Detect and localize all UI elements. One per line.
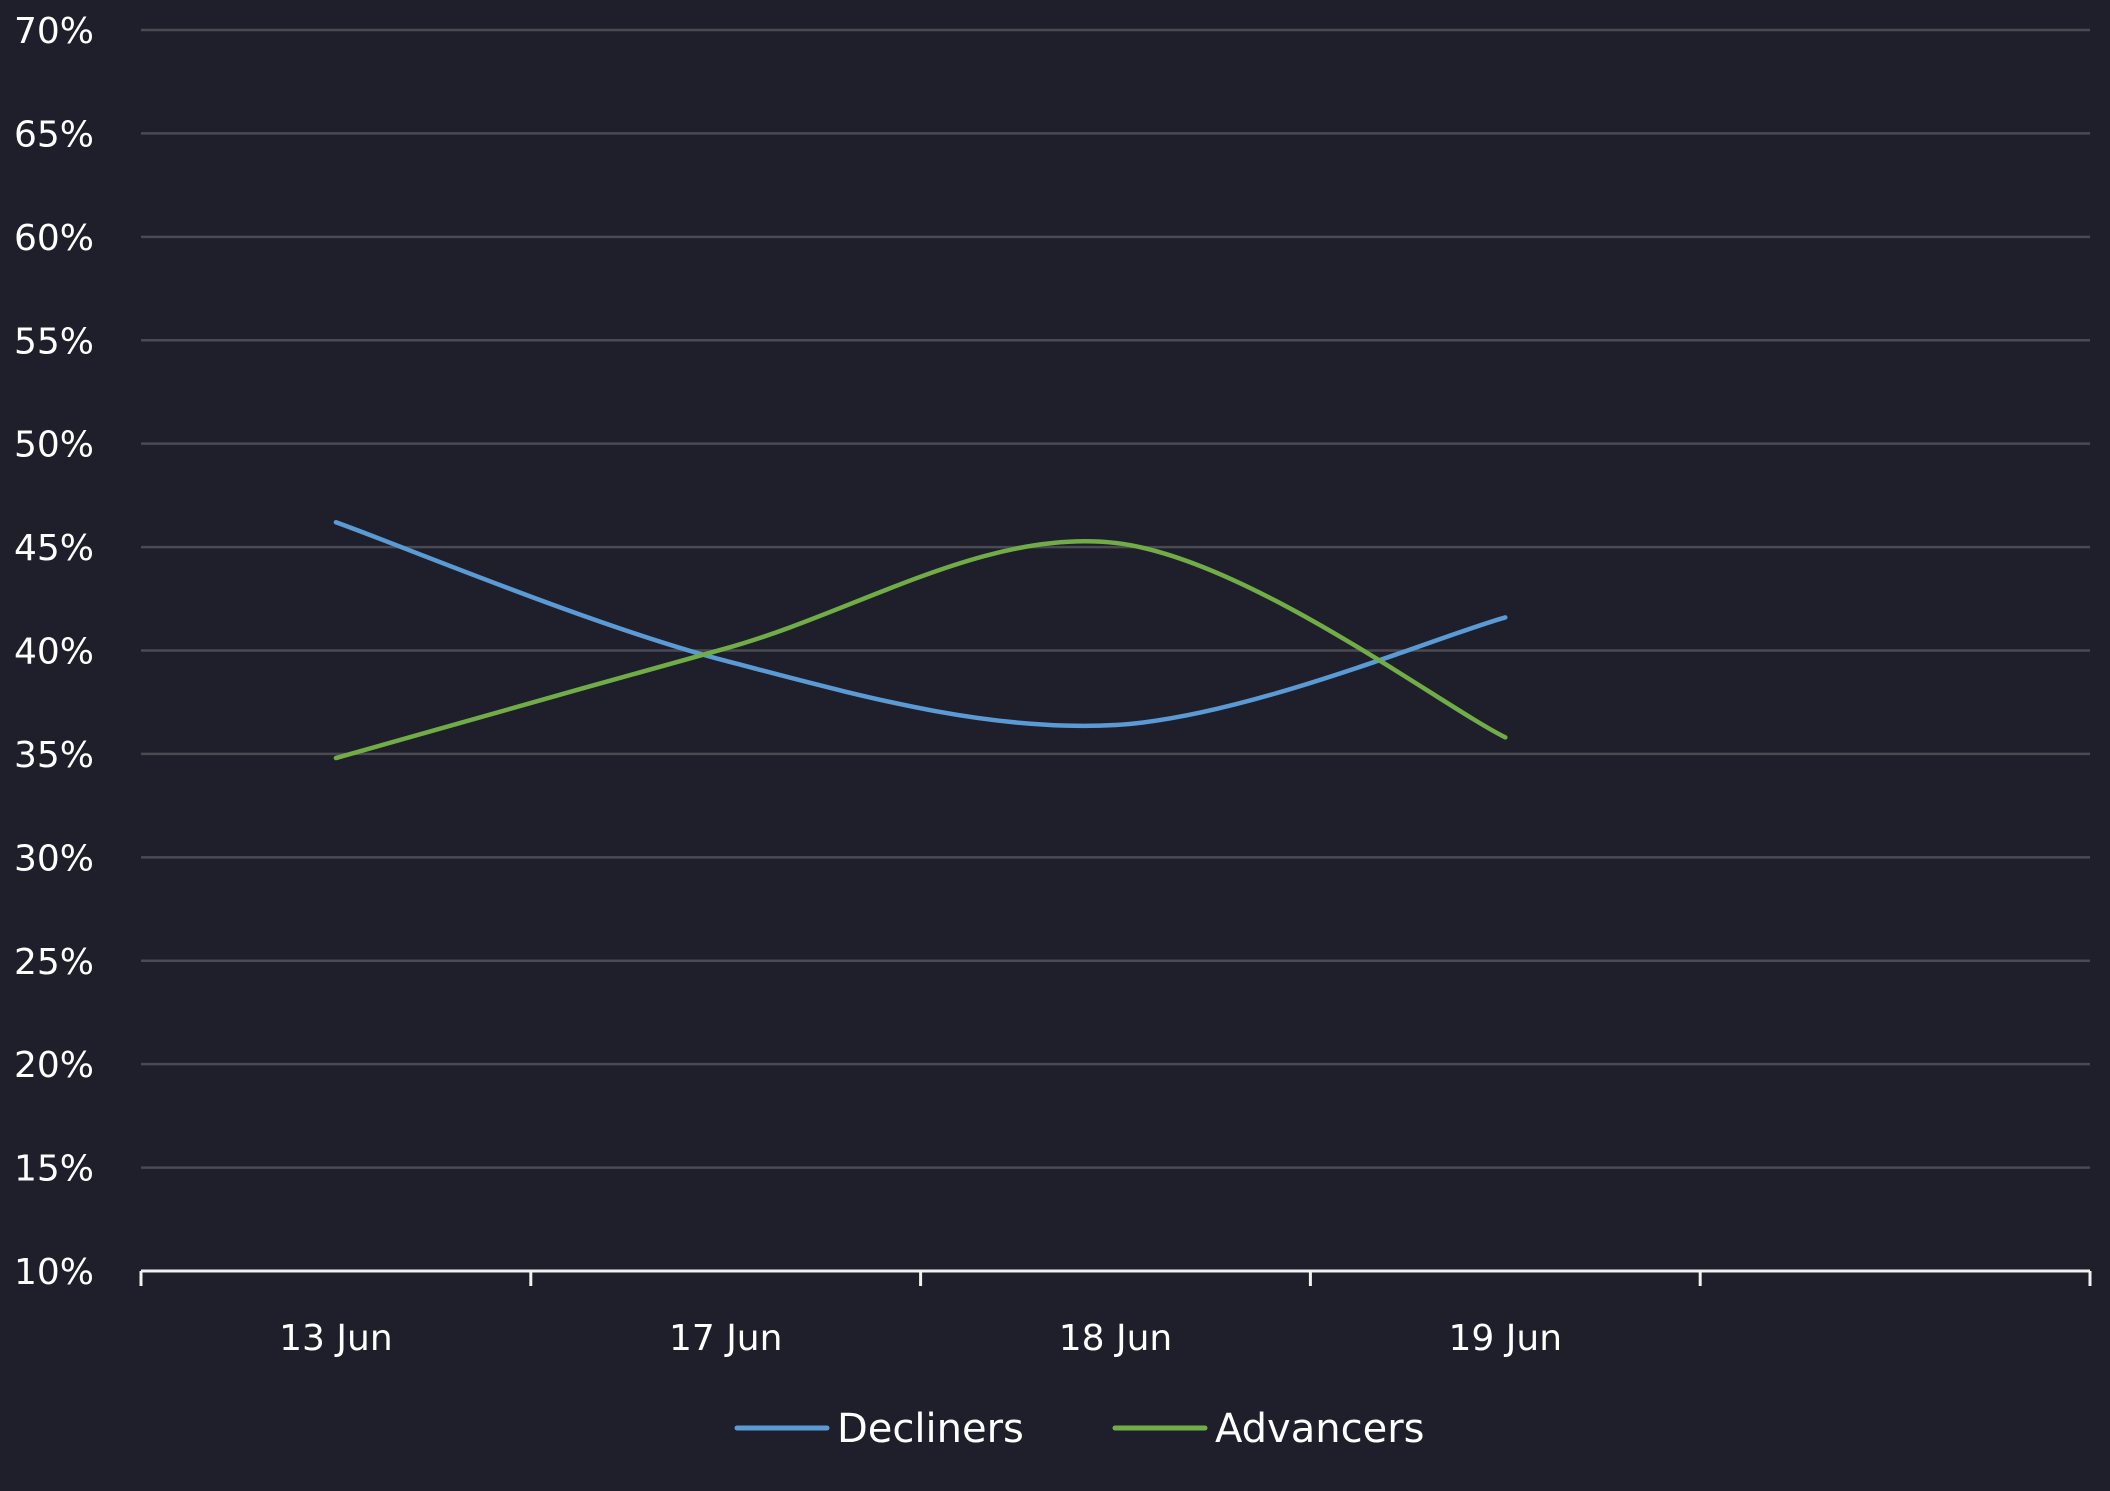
legend: Decliners Advancers — [734, 1406, 1424, 1452]
series-lines — [333, 520, 1508, 761]
x-tick-label: 17 Jun — [669, 1318, 783, 1359]
x-tick-label: 18 Jun — [1059, 1318, 1173, 1359]
y-tick-label: 15% — [14, 1149, 94, 1190]
y-tick-label: 25% — [14, 942, 94, 983]
y-tick-label: 30% — [14, 838, 94, 879]
gridlines — [141, 28, 2090, 1169]
y-tick-label: 35% — [14, 735, 94, 776]
x-tick-label: 13 Jun — [279, 1318, 393, 1359]
y-tick-label: 20% — [14, 1045, 94, 1086]
y-tick-label: 65% — [14, 114, 94, 155]
legend-label-decliners: Decliners — [837, 1406, 1024, 1452]
y-tick-label: 40% — [14, 632, 94, 673]
y-tick-label: 50% — [14, 425, 94, 466]
y-axis-tick-labels: 10% 15% 20% 25% 30% 35% 40% 45% 50% 55% 60% 65% 70% — [14, 11, 94, 1293]
x-tick-label: 19 Jun — [1449, 1318, 1563, 1359]
series-line-decliners — [333, 520, 1508, 729]
y-tick-label: 70% — [14, 11, 94, 52]
legend-label-advancers: Advancers — [1215, 1406, 1424, 1452]
x-axis — [139, 1269, 2092, 1286]
x-axis-tick-labels: 13 Jun 17 Jun 18 Jun 19 Jun — [279, 1318, 1562, 1359]
series-line-advancers — [333, 539, 1508, 761]
y-tick-label: 10% — [14, 1252, 94, 1293]
y-tick-label: 60% — [14, 218, 94, 259]
y-tick-label: 45% — [14, 528, 94, 569]
y-tick-label: 55% — [14, 321, 94, 362]
